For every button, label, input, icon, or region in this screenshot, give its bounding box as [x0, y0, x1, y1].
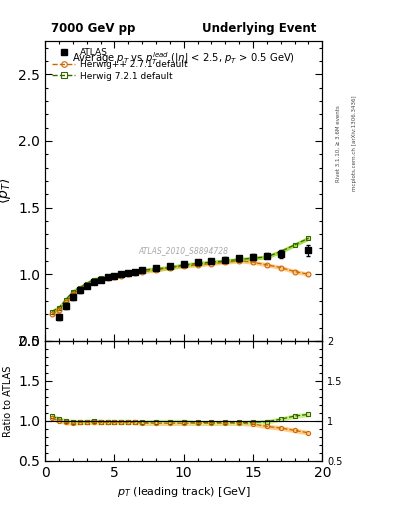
Text: mcplots.cern.ch [arXiv:1306.3436]: mcplots.cern.ch [arXiv:1306.3436] [352, 96, 357, 191]
Text: Average $p_T$ vs $p_T^{lead}$ ($|\eta|$ < 2.5, $p_T$ > 0.5 GeV): Average $p_T$ vs $p_T^{lead}$ ($|\eta|$ … [72, 50, 295, 67]
Text: Rivet 3.1.10, ≥ 3.6M events: Rivet 3.1.10, ≥ 3.6M events [336, 105, 341, 182]
X-axis label: $p_T$ (leading track) [GeV]: $p_T$ (leading track) [GeV] [117, 485, 251, 499]
Y-axis label: $\langle p_T \rangle$: $\langle p_T \rangle$ [0, 178, 13, 204]
Text: 7000 GeV pp: 7000 GeV pp [51, 22, 135, 35]
Legend: ATLAS, Herwig++ 2.7.1 default, Herwig 7.2.1 default: ATLAS, Herwig++ 2.7.1 default, Herwig 7.… [50, 46, 190, 83]
Text: Underlying Event: Underlying Event [202, 22, 317, 35]
Text: ATLAS_2010_S8894728: ATLAS_2010_S8894728 [139, 246, 229, 255]
Y-axis label: Ratio to ATLAS: Ratio to ATLAS [3, 365, 13, 437]
